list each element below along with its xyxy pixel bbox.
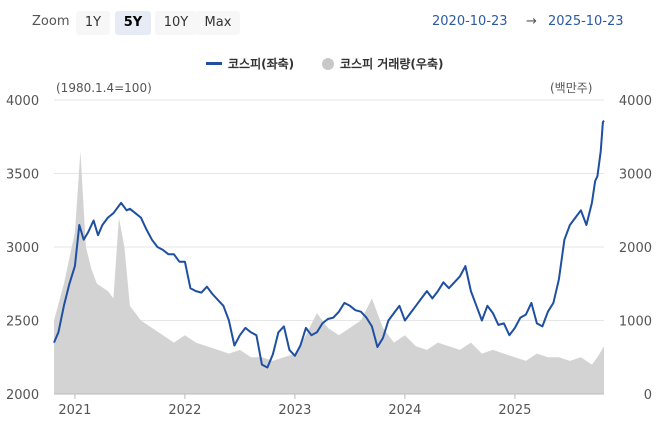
range-to-date[interactable]: 2025-10-23: [548, 14, 624, 29]
x-tick-label: 2025: [498, 403, 531, 418]
x-tick-label: 2022: [168, 403, 201, 418]
left-tick-label: 2500: [6, 315, 39, 330]
volume-layer: [54, 151, 604, 394]
legend-line-icon: [206, 62, 222, 65]
left-tick-label: 4000: [6, 94, 39, 109]
zoom-max-button[interactable]: Max: [196, 11, 240, 35]
right-tick-label: 2000: [619, 241, 652, 256]
x-tick-label: 2021: [58, 403, 91, 418]
zoom-1y-button[interactable]: 1Y: [76, 11, 110, 35]
chart-legend: 코스피(좌축) 코스피 거래량(우축): [0, 55, 658, 75]
right-tick-label: 3000: [619, 168, 652, 183]
legend-item-index[interactable]: 코스피(좌축): [206, 55, 294, 72]
range-from-date[interactable]: 2020-10-23: [432, 14, 508, 29]
right-tick-label: 1000: [619, 315, 652, 330]
toolbar: Zoom 1Y 5Y 10Y Max 2020-10-23 → 2025-10-…: [0, 0, 658, 46]
legend-label-index: 코스피(좌축): [228, 57, 295, 71]
volume-area: [54, 151, 604, 394]
x-tick-label: 2024: [388, 403, 421, 418]
x-tick-label: 2023: [278, 403, 311, 418]
zoom-label: Zoom: [32, 14, 70, 29]
left-tick-label: 2000: [6, 388, 39, 403]
zoom-10y-button[interactable]: 10Y: [155, 11, 197, 35]
right-tick-label: 4000: [619, 94, 652, 109]
index-layer: [53, 120, 605, 369]
axes-layer: 4000 3500 3000 2500 2000 4000 3000 2000 1000 0 202…: [6, 94, 652, 418]
legend-label-volume: 코스피 거래량(우축): [340, 57, 444, 71]
legend-dot-icon: [322, 57, 334, 70]
left-tick-label: 3500: [6, 168, 39, 183]
kospi-index-line: [53, 120, 605, 369]
right-tick-label: 0: [644, 388, 652, 403]
zoom-5y-button[interactable]: 5Y: [115, 11, 151, 35]
left-tick-label: 3000: [6, 241, 39, 256]
left-axis-note: (1980.1.4=100): [56, 81, 152, 95]
range-arrow-icon: →: [526, 14, 537, 29]
legend-item-volume[interactable]: 코스피 거래량(우축): [322, 55, 443, 72]
right-axis-note: (백만주): [550, 81, 592, 95]
